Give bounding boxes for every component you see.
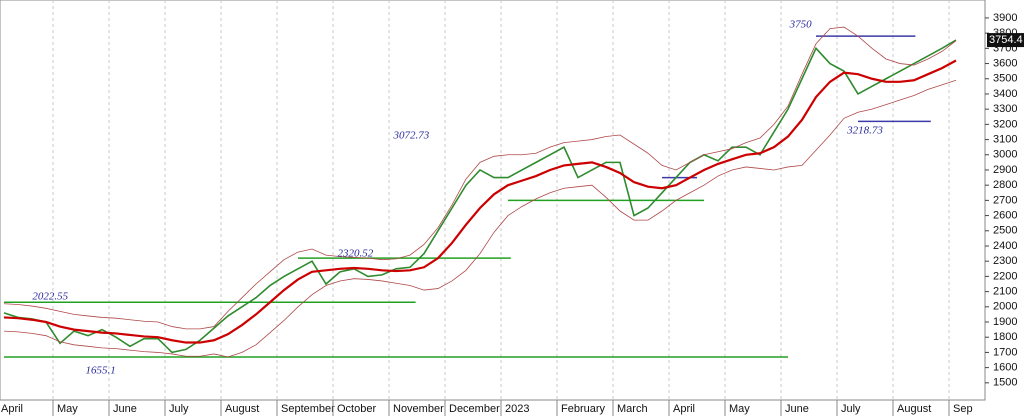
x-tick-label: August: [897, 403, 931, 415]
y-tick-label: 3300: [993, 103, 1017, 115]
x-tick-label: June: [113, 403, 137, 415]
y-tick-label: 3900: [993, 12, 1017, 24]
y-tick-label: 2600: [993, 209, 1017, 221]
y-tick-label: 3500: [993, 73, 1017, 85]
x-tick-label: July: [841, 403, 861, 415]
y-tick-label: 2400: [993, 240, 1017, 252]
y-tick-label: 2700: [993, 194, 1017, 206]
annotation: 3218.73: [846, 124, 883, 136]
x-tick-label: April: [1, 403, 23, 415]
x-tick-label: December: [449, 403, 500, 415]
y-tick-label: 3200: [993, 118, 1017, 130]
x-tick-label: October: [337, 403, 376, 415]
annotation: 1655.1: [85, 364, 115, 376]
y-tick-label: 2500: [993, 225, 1017, 237]
series-line: [3, 79, 957, 358]
x-tick-label: Sep: [953, 403, 973, 415]
y-tick-label: 3000: [993, 149, 1017, 161]
x-tick-label: April: [673, 403, 695, 415]
annotation: 3750: [789, 18, 813, 30]
y-tick-label: 3600: [993, 57, 1017, 69]
x-tick-label: September: [281, 403, 335, 415]
x-tick-label: May: [729, 403, 750, 415]
annotation: 2022.55: [32, 290, 68, 302]
y-tick-label: 1600: [993, 362, 1017, 374]
x-tick-label: March: [617, 403, 648, 415]
y-tick-label: 2800: [993, 179, 1017, 191]
plot-area: [0, 0, 986, 401]
y-tick-label: 1900: [993, 316, 1017, 328]
y-tick-label: 1700: [993, 346, 1017, 358]
x-tick-label: June: [785, 403, 809, 415]
x-tick-label: August: [225, 403, 259, 415]
y-tick-label: 2100: [993, 286, 1017, 298]
y-tick-label: 2000: [993, 301, 1017, 313]
x-tick-label: November: [393, 403, 444, 415]
x-tick-label: 2023: [505, 403, 529, 415]
last-price-box: [987, 33, 1024, 48]
y-tick-label: 3100: [993, 133, 1017, 145]
y-tick-label: 2300: [993, 255, 1017, 267]
y-tick-label: 2900: [993, 164, 1017, 176]
y-tick-label: 1800: [993, 331, 1017, 343]
series-line: [3, 59, 957, 344]
x-tick-label: July: [169, 403, 189, 415]
y-tick-label: 1500: [993, 377, 1017, 389]
series-line: [3, 26, 957, 330]
last-price-label: 3754.4: [989, 34, 1023, 46]
x-tick-label: May: [57, 403, 78, 415]
series-line: [3, 39, 957, 354]
x-tick-label: February: [561, 403, 606, 415]
annotation: 3072.73: [393, 129, 430, 141]
annotation: 2320.52: [338, 248, 374, 260]
y-tick-label: 3400: [993, 88, 1017, 100]
y-tick-label: 2200: [993, 270, 1017, 282]
